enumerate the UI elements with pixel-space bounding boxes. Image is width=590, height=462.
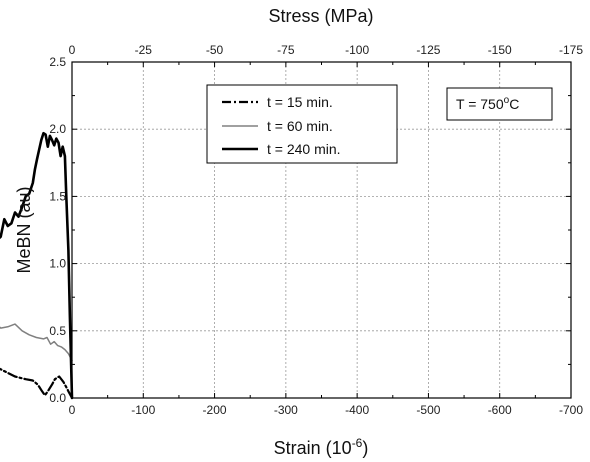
- legend-label-t15: t = 15 min.: [267, 94, 333, 110]
- y-tick-label: 2.0: [49, 122, 66, 136]
- x2-tick-label: -25: [135, 43, 153, 57]
- axes: 0 -100 -200 -300 -400 -500 -600 -7000.00.51.01.…: [49, 43, 583, 417]
- x-tick-label: 0: [69, 403, 76, 417]
- temperature-annotation-text: T = 750oC: [456, 95, 519, 112]
- x-tick-label: -200: [203, 403, 227, 417]
- temperature-annotation-main: T = 750: [456, 96, 504, 112]
- legend-label-t60: t = 60 min.: [267, 118, 333, 134]
- y-tick-label: 0.5: [49, 324, 66, 338]
- x-tick-label: -700: [559, 403, 583, 417]
- x-tick-label: -300: [274, 403, 298, 417]
- x2-tick-label: -100: [345, 43, 369, 57]
- temperature-annotation-suffix: C: [509, 96, 519, 112]
- x-axis-title: Strain (10-6): [274, 436, 369, 458]
- x-axis-title-sup: -6: [352, 436, 363, 450]
- series-line-1: [0, 323, 73, 362]
- temperature-annotation-box: [446, 87, 553, 121]
- series-layer: [0, 131, 74, 400]
- temperature-annotation: T = 750oC: [446, 87, 553, 121]
- temperature-annotation-sup: o: [504, 95, 510, 106]
- x-axis-title-close: ): [362, 438, 368, 458]
- series-line-2: [0, 131, 74, 400]
- x-tick-label: -100: [131, 403, 155, 417]
- x2-axis-title: Stress (MPa): [268, 6, 373, 26]
- x2-tick-label: -50: [206, 43, 224, 57]
- y-tick-label: 0.0: [49, 391, 66, 405]
- x2-tick-label: -125: [416, 43, 440, 57]
- x2-tick-label: 0: [69, 43, 76, 57]
- y-tick-label: 1.5: [49, 189, 66, 203]
- x-tick-label: -400: [345, 403, 369, 417]
- x-tick-label: -500: [416, 403, 440, 417]
- x2-tick-label: -150: [488, 43, 512, 57]
- y-axis-title: MeBN (au): [14, 186, 34, 273]
- legend: t = 15 min. t = 60 min. t = 240 min.: [206, 84, 398, 164]
- y-tick-label: 1.0: [49, 257, 66, 271]
- x-axis-title-main: Strain (10: [274, 438, 352, 458]
- y-tick-label: 2.5: [49, 55, 66, 69]
- x-tick-label: -600: [488, 403, 512, 417]
- x2-tick-label: -175: [559, 43, 583, 57]
- x2-tick-label: -75: [277, 43, 295, 57]
- legend-label-t240: t = 240 min.: [267, 141, 341, 157]
